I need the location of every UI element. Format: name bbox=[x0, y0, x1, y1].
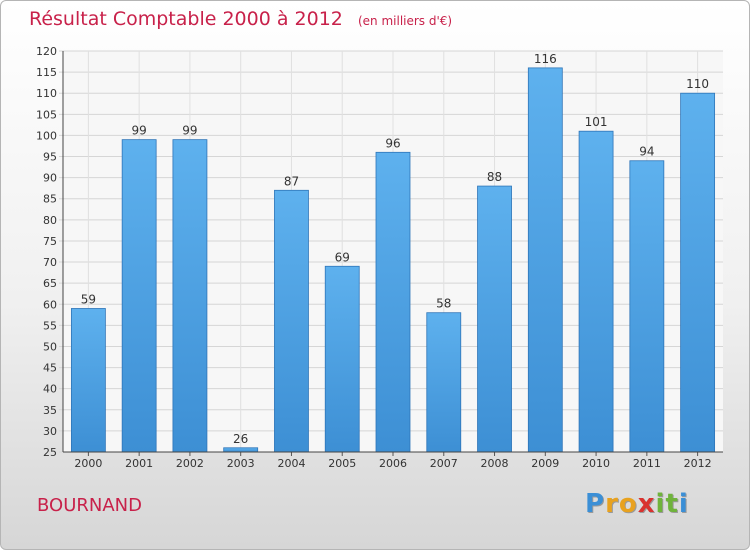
data-label: 96 bbox=[385, 136, 400, 150]
x-tick-label: 2003 bbox=[227, 457, 255, 470]
data-label: 26 bbox=[233, 432, 248, 446]
y-tick-label: 75 bbox=[43, 235, 57, 248]
data-label: 87 bbox=[284, 174, 299, 188]
logo-letter: r bbox=[605, 489, 619, 519]
x-tick-label: 2006 bbox=[379, 457, 407, 470]
logo-letter: P bbox=[585, 489, 606, 519]
y-tick-label: 45 bbox=[43, 362, 57, 375]
y-tick-label: 60 bbox=[43, 298, 57, 311]
data-label: 69 bbox=[335, 250, 350, 264]
y-tick-label: 50 bbox=[43, 340, 57, 353]
bar bbox=[477, 185, 512, 453]
commune-name: BOURNAND bbox=[37, 495, 142, 516]
y-tick-label: 40 bbox=[43, 383, 57, 396]
x-tick-label: 2002 bbox=[176, 457, 204, 470]
y-tick-label: 110 bbox=[36, 87, 57, 100]
x-tick-label: 2012 bbox=[684, 457, 712, 470]
data-label: 59 bbox=[81, 292, 96, 306]
logo-letter: i bbox=[678, 489, 689, 519]
logo-letter: x bbox=[637, 489, 656, 519]
x-tick-label: 2010 bbox=[582, 457, 610, 470]
data-label: 99 bbox=[182, 124, 197, 138]
chart-title: Résultat Comptable 2000 à 2012 bbox=[29, 8, 343, 30]
bar bbox=[274, 189, 309, 453]
data-label: 99 bbox=[132, 124, 147, 138]
x-tick-label: 2008 bbox=[481, 457, 509, 470]
data-label: 110 bbox=[686, 77, 709, 91]
x-tick-label: 2004 bbox=[277, 457, 305, 470]
bar bbox=[223, 447, 259, 453]
bar bbox=[375, 151, 411, 453]
bar bbox=[578, 130, 614, 453]
y-tick-label: 120 bbox=[36, 45, 57, 58]
y-tick-label: 95 bbox=[43, 151, 57, 164]
bar bbox=[629, 160, 665, 453]
y-tick-label: 85 bbox=[43, 193, 57, 206]
x-tick-label: 2001 bbox=[125, 457, 153, 470]
logo-letter: i bbox=[655, 489, 666, 519]
y-tick-label: 105 bbox=[36, 108, 57, 121]
y-tick-label: 65 bbox=[43, 277, 57, 290]
x-tick-label: 2000 bbox=[74, 457, 102, 470]
data-label: 58 bbox=[436, 297, 451, 311]
bar bbox=[324, 265, 360, 453]
y-tick-label: 55 bbox=[43, 319, 57, 332]
bar bbox=[172, 139, 208, 453]
y-tick-label: 115 bbox=[36, 66, 57, 79]
chart-subtitle: (en milliers d'€) bbox=[357, 14, 453, 28]
bar bbox=[70, 308, 106, 453]
title-block: Résultat Comptable 2000 à 2012 (en milli… bbox=[29, 8, 452, 30]
bar bbox=[426, 312, 462, 453]
bar bbox=[527, 67, 563, 453]
y-tick-label: 25 bbox=[43, 446, 57, 459]
x-tick-label: 2009 bbox=[531, 457, 559, 470]
logo-letter: o bbox=[618, 489, 638, 519]
y-tick-label: 90 bbox=[43, 172, 57, 185]
data-label: 94 bbox=[639, 145, 654, 159]
y-tick-label: 100 bbox=[36, 129, 57, 142]
y-tick-label: 70 bbox=[43, 256, 57, 269]
x-tick-label: 2005 bbox=[328, 457, 356, 470]
y-tick-label: 35 bbox=[43, 404, 57, 417]
bar bbox=[680, 92, 716, 453]
data-label: 116 bbox=[534, 52, 557, 66]
x-tick-label: 2011 bbox=[633, 457, 661, 470]
data-label: 88 bbox=[487, 170, 502, 184]
y-tick-label: 80 bbox=[43, 214, 57, 227]
y-tick-label: 30 bbox=[43, 425, 57, 438]
logo-letter: t bbox=[665, 489, 679, 519]
data-label: 101 bbox=[585, 115, 608, 129]
x-tick-label: 2007 bbox=[430, 457, 458, 470]
proxiti-logo: Proxiti bbox=[585, 489, 689, 519]
bar bbox=[121, 139, 157, 453]
